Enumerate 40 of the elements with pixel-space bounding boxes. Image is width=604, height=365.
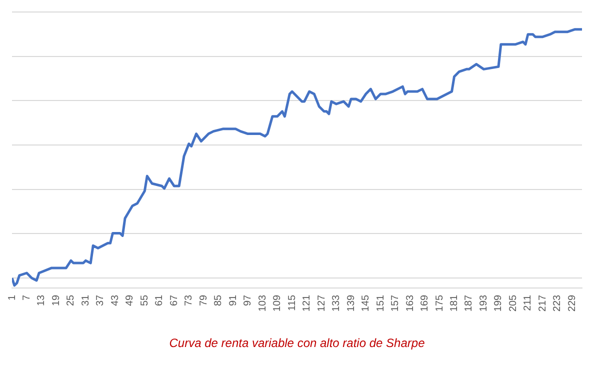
x-tick-label: 139: [346, 294, 357, 312]
x-tick-label: 85: [213, 294, 224, 306]
x-tick-label: 181: [448, 294, 460, 312]
x-tick-label: 1: [6, 294, 18, 300]
x-tick-label: 199: [493, 294, 504, 312]
x-tick-label: 19: [50, 294, 62, 306]
x-tick-label: 43: [110, 294, 121, 306]
text: Curva de renta variable con alto ratio de Sharpe: [169, 336, 426, 350]
x-tick-label: 223: [552, 294, 564, 312]
x-tick-label: 115: [286, 294, 298, 311]
x-tick-label: 91: [228, 294, 239, 306]
x-tick-label: 193: [478, 294, 490, 312]
x-tick-label: 61: [154, 294, 166, 306]
x-tick-label: 31: [80, 294, 92, 306]
x-tick-label: 205: [508, 294, 519, 312]
x-tick-label: 97: [242, 294, 254, 306]
x-tick-label: 229: [566, 294, 578, 312]
x-tick-label: 109: [272, 294, 284, 312]
x-tick-label: 211: [522, 294, 534, 311]
x-tick-label: 217: [537, 294, 548, 312]
x-tick-label: 13: [36, 294, 48, 306]
x-tick-label: 7: [21, 294, 32, 300]
x-tick-label: 49: [124, 294, 136, 306]
x-tick-label: 37: [95, 294, 106, 306]
x-tick-label: 133: [331, 294, 342, 312]
x-tick-label: 25: [66, 294, 77, 306]
x-tick-label: 169: [420, 294, 431, 312]
x-tick-label: 73: [184, 294, 195, 306]
x-tick-label: 79: [198, 294, 210, 306]
x-tick-label: 163: [404, 294, 416, 312]
x-tick-label: 55: [139, 294, 150, 306]
x-tick-label: 175: [434, 294, 446, 312]
x-tick-label: 145: [360, 294, 372, 312]
x-tick-label: 151: [375, 294, 386, 312]
x-tick-label: 127: [316, 294, 328, 312]
x-tick-label: 157: [390, 294, 402, 312]
x-tick-label: 121: [302, 294, 313, 312]
x-tick-label: 67: [168, 294, 180, 306]
x-tick-label: 103: [257, 294, 268, 312]
x-tick-label: 187: [464, 294, 475, 312]
